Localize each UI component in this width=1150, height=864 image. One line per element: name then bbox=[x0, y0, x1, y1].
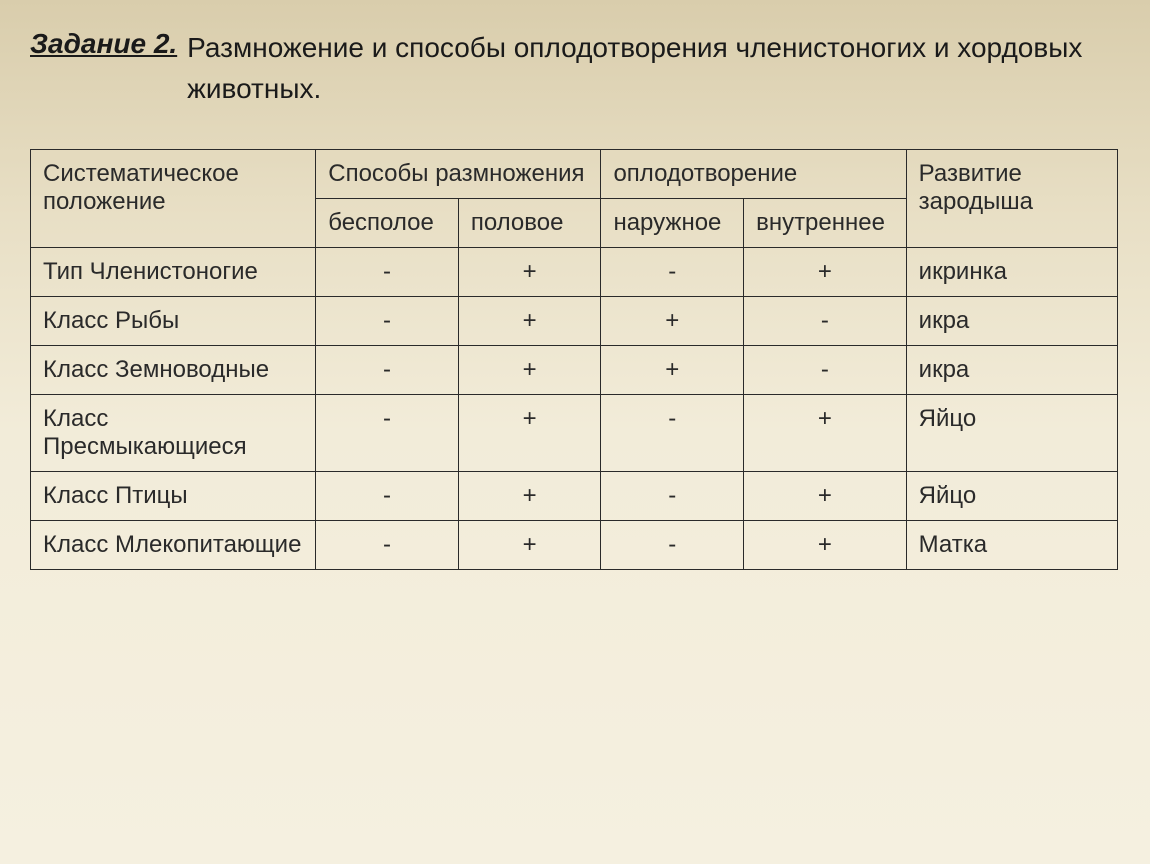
cell-development: Яйцо bbox=[906, 395, 1117, 472]
cell-name: Класс Пресмыкающиеся bbox=[31, 395, 316, 472]
cell-external: - bbox=[601, 521, 744, 570]
table-row: Класс Земноводные - + + - икра bbox=[31, 346, 1118, 395]
cell-name: Класс Птицы bbox=[31, 472, 316, 521]
cell-asexual: - bbox=[316, 521, 459, 570]
cell-sexual: + bbox=[458, 472, 601, 521]
table-row: Класс Рыбы - + + - икра bbox=[31, 297, 1118, 346]
cell-development: Яйцо bbox=[906, 472, 1117, 521]
cell-internal: + bbox=[744, 248, 907, 297]
cell-external: + bbox=[601, 297, 744, 346]
cell-asexual: - bbox=[316, 472, 459, 521]
cell-internal: - bbox=[744, 297, 907, 346]
header-fertilization: оплодотворение bbox=[601, 150, 906, 199]
task-title-row: Задание 2. Размножение и способы оплодот… bbox=[30, 28, 1120, 109]
table-row: Класс Пресмыкающиеся - + - + Яйцо bbox=[31, 395, 1118, 472]
cell-external: - bbox=[601, 472, 744, 521]
cell-asexual: - bbox=[316, 297, 459, 346]
cell-internal: + bbox=[744, 395, 907, 472]
table-row: Тип Членистоногие - + - + икринка bbox=[31, 248, 1118, 297]
header-reproduction-methods: Способы размножения bbox=[316, 150, 601, 199]
cell-asexual: - bbox=[316, 346, 459, 395]
cell-sexual: + bbox=[458, 395, 601, 472]
header-development: Развитие зародыша bbox=[906, 150, 1117, 248]
cell-development: икринка bbox=[906, 248, 1117, 297]
header-asexual: бесполое bbox=[316, 199, 459, 248]
table-row: Класс Млекопитающие - + - + Матка bbox=[31, 521, 1118, 570]
cell-asexual: - bbox=[316, 395, 459, 472]
cell-name: Класс Рыбы bbox=[31, 297, 316, 346]
cell-development: Матка bbox=[906, 521, 1117, 570]
cell-development: икра bbox=[906, 346, 1117, 395]
cell-internal: + bbox=[744, 472, 907, 521]
header-sexual: половое bbox=[458, 199, 601, 248]
biology-table: Систематическое положение Способы размно… bbox=[30, 149, 1118, 570]
cell-name: Класс Земноводные bbox=[31, 346, 316, 395]
header-external: наружное bbox=[601, 199, 744, 248]
table-body: Тип Членистоногие - + - + икринка Класс … bbox=[31, 248, 1118, 570]
cell-name: Тип Членистоногие bbox=[31, 248, 316, 297]
cell-sexual: + bbox=[458, 346, 601, 395]
table-row: Класс Птицы - + - + Яйцо bbox=[31, 472, 1118, 521]
cell-asexual: - bbox=[316, 248, 459, 297]
cell-name: Класс Млекопитающие bbox=[31, 521, 316, 570]
cell-internal: - bbox=[744, 346, 907, 395]
header-internal: внутреннее bbox=[744, 199, 907, 248]
cell-external: + bbox=[601, 346, 744, 395]
cell-sexual: + bbox=[458, 248, 601, 297]
cell-external: - bbox=[601, 395, 744, 472]
task-label: Задание 2. bbox=[30, 28, 177, 60]
cell-sexual: + bbox=[458, 521, 601, 570]
cell-internal: + bbox=[744, 521, 907, 570]
cell-development: икра bbox=[906, 297, 1117, 346]
table-header-row-1: Систематическое положение Способы размно… bbox=[31, 150, 1118, 199]
header-position: Систематическое положение bbox=[31, 150, 316, 248]
cell-external: - bbox=[601, 248, 744, 297]
cell-sexual: + bbox=[458, 297, 601, 346]
task-title-text: Размножение и способы оплодотворения чле… bbox=[187, 28, 1120, 109]
